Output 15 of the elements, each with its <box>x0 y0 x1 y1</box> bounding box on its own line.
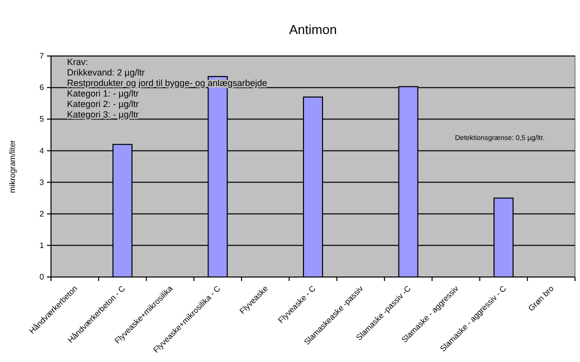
y-tick-label: 7 <box>40 52 45 61</box>
y-tick-label: 3 <box>40 178 45 187</box>
y-tick-label: 5 <box>40 114 45 124</box>
annotation: Kategori 3: - µg/ltr <box>67 110 139 120</box>
y-tick-label: 1 <box>40 240 45 250</box>
y-tick-label: 6 <box>40 83 45 92</box>
annotation: Kategori 1: - µg/ltr <box>67 88 139 98</box>
chart-title: Antimon <box>289 22 337 37</box>
y-tick-label: 4 <box>40 146 45 156</box>
y-axis-title: mikrogram/liter <box>8 140 17 193</box>
y-tick-label: 0 <box>40 272 45 282</box>
y-tick-label: 2 <box>40 209 45 218</box>
annotation: Krav: <box>67 57 88 67</box>
annotation: Drikkevand: 2 µg/ltr <box>67 68 145 78</box>
annotation: Kategori 2: - µg/ltr <box>67 99 139 109</box>
